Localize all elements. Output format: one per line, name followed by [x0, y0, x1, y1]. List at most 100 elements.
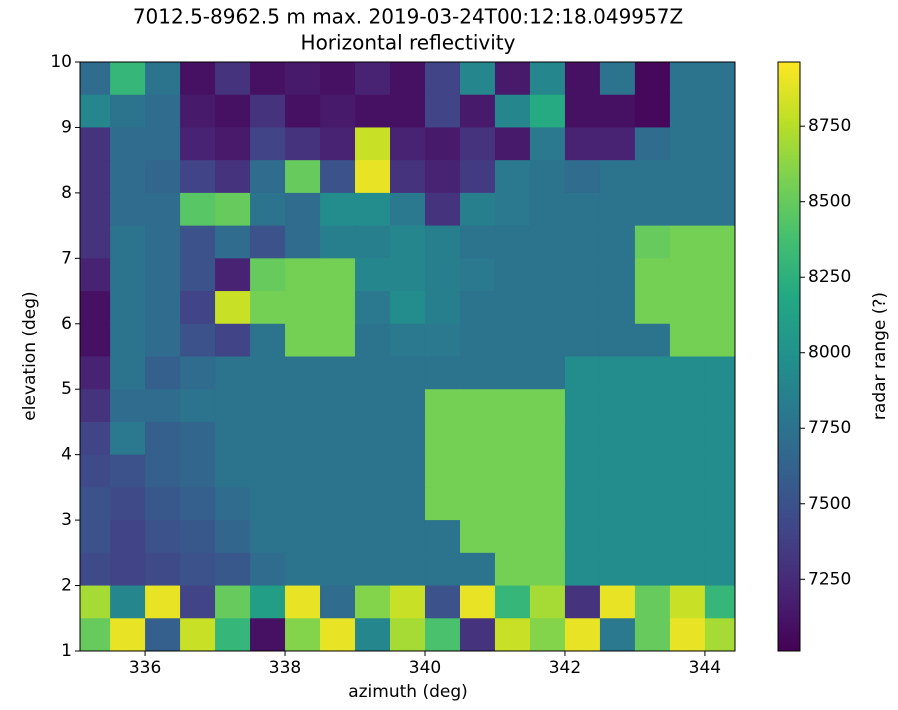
heatmap-cell: [459, 127, 496, 161]
y-tick-label: 10: [50, 52, 72, 72]
heatmap-cell: [529, 127, 566, 161]
heatmap-cell: [285, 421, 321, 456]
heatmap-cell: [599, 94, 636, 128]
heatmap-cell: [250, 160, 286, 194]
heatmap-cell: [180, 127, 216, 161]
heatmap-cell: [110, 520, 146, 554]
heatmap-cell: [704, 389, 735, 423]
heatmap-cell: [599, 323, 636, 357]
heatmap-cell: [215, 291, 251, 325]
heatmap-cell: [564, 487, 601, 521]
heatmap-cell: [564, 192, 601, 227]
heatmap-cell: [634, 421, 671, 456]
heatmap-cell: [80, 94, 111, 128]
heatmap-cell: [285, 94, 321, 128]
heatmap-cell: [529, 323, 566, 357]
heatmap-cell: [529, 421, 566, 456]
heatmap-cell: [424, 552, 461, 587]
heatmap-cell: [494, 94, 531, 128]
heatmap-cell: [390, 258, 426, 292]
heatmap-cell: [634, 520, 671, 554]
heatmap-cell: [145, 127, 181, 161]
heatmap-cell: [599, 258, 636, 292]
heatmap-cell: [145, 552, 181, 587]
heatmap-cell: [320, 618, 356, 651]
heatmap-cell: [355, 585, 391, 619]
colorbar-tick-label: 7500: [808, 494, 851, 514]
heatmap-cell: [390, 585, 426, 619]
heatmap-cell: [145, 356, 181, 390]
heatmap-cell: [80, 585, 111, 619]
heatmap-cell: [459, 618, 496, 651]
heatmap-cell: [180, 454, 216, 488]
heatmap-cell: [250, 520, 286, 554]
heatmap-cell: [704, 356, 735, 390]
heatmap-cell: [494, 62, 531, 96]
heatmap-cell: [285, 225, 321, 259]
heatmap-cell: [704, 323, 735, 357]
heatmap-cell: [320, 127, 356, 161]
heatmap-cell: [355, 552, 391, 587]
heatmap-cell: [390, 291, 426, 325]
heatmap-cell: [564, 225, 601, 259]
heatmap-cell: [459, 94, 496, 128]
heatmap-cell: [494, 323, 531, 357]
heatmap-cell: [634, 291, 671, 325]
heatmap-cell: [529, 94, 566, 128]
heatmap-cell: [285, 520, 321, 554]
heatmap-cell: [110, 225, 146, 259]
heatmap-cell: [704, 225, 735, 259]
heatmap-cell: [390, 192, 426, 227]
heatmap-cell: [80, 127, 111, 161]
heatmap-cell: [250, 356, 286, 390]
heatmap-cell: [529, 192, 566, 227]
heatmap-cell: [80, 552, 111, 587]
heatmap-cell: [459, 160, 496, 194]
colorbar: [777, 61, 801, 652]
heatmap-cell: [320, 552, 356, 587]
heatmap-cell: [494, 356, 531, 390]
heatmap-cell: [320, 389, 356, 423]
heatmap-cell: [250, 454, 286, 488]
heatmap-cell: [599, 454, 636, 488]
heatmap-cell: [390, 454, 426, 488]
heatmap: [80, 62, 735, 651]
chart-title: 7012.5-8962.5 m max. 2019-03-24T00:12:18…: [133, 5, 683, 29]
heatmap-cell: [529, 552, 566, 587]
heatmap-cell: [564, 454, 601, 488]
heatmap-cell: [215, 160, 251, 194]
heatmap-cell: [110, 356, 146, 390]
heatmap-cell: [634, 356, 671, 390]
heatmap-cell: [285, 487, 321, 521]
x-tick-label: 340: [409, 658, 441, 678]
heatmap-cell: [494, 487, 531, 521]
heatmap-cell: [424, 62, 461, 96]
heatmap-cell: [669, 258, 706, 292]
heatmap-cell: [599, 192, 636, 227]
heatmap-cell: [215, 192, 251, 227]
x-tick-label: 336: [129, 658, 161, 678]
heatmap-cell: [390, 389, 426, 423]
heatmap-cell: [180, 94, 216, 128]
heatmap-cell: [110, 291, 146, 325]
heatmap-cell: [145, 258, 181, 292]
heatmap-cell: [669, 356, 706, 390]
heatmap-cell: [599, 225, 636, 259]
heatmap-cell: [704, 520, 735, 554]
heatmap-cell: [145, 192, 181, 227]
heatmap-cell: [669, 618, 706, 651]
heatmap-cell: [285, 62, 321, 96]
heatmap-cell: [599, 421, 636, 456]
heatmap-cell: [529, 618, 566, 651]
heatmap-cell: [80, 192, 111, 227]
heatmap-cell: [320, 356, 356, 390]
heatmap-cell: [459, 421, 496, 456]
heatmap-cell: [80, 618, 111, 651]
heatmap-cell: [215, 323, 251, 357]
heatmap-cell: [424, 94, 461, 128]
heatmap-cell: [250, 62, 286, 96]
heatmap-cell: [529, 258, 566, 292]
heatmap-cell: [494, 454, 531, 488]
heatmap-cell: [80, 225, 111, 259]
heatmap-cell: [110, 585, 146, 619]
